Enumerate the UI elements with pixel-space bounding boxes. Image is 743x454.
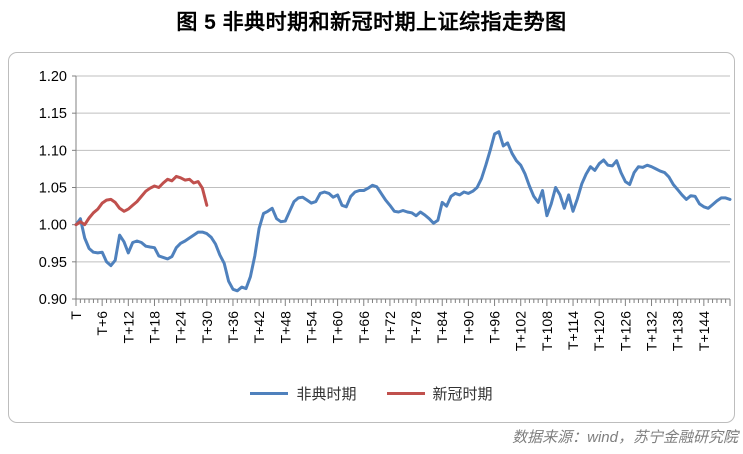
chart-legend: 非典时期 新冠时期 (9, 383, 734, 404)
data-source-caption: 数据来源：wind，苏宁金融研究院匚 (512, 426, 739, 447)
x-tick-label: T+144 (696, 311, 712, 351)
legend-item-sars: 非典时期 (250, 383, 357, 404)
x-tick-label: T (68, 311, 84, 320)
x-tick-label: T+96 (487, 311, 503, 344)
watermark-glyph: 匚 (723, 429, 739, 446)
y-tick-label: 1.00 (39, 218, 67, 234)
x-tick-label: T+108 (539, 311, 555, 351)
x-tick-label: T+72 (382, 311, 398, 344)
x-tick-label: T+42 (251, 311, 267, 344)
x-tick-label: T+6 (94, 311, 110, 336)
x-tick-label: T+18 (146, 311, 162, 344)
x-tick-label: T+12 (120, 311, 136, 344)
y-tick-label: 1.05 (39, 181, 67, 197)
x-tick-label: T+78 (408, 311, 424, 344)
sars-line-swatch (250, 392, 289, 395)
x-tick-label: T+48 (277, 311, 293, 344)
x-tick-label: T+132 (644, 311, 660, 351)
x-tick-label: T+36 (225, 311, 241, 344)
x-tick-label: T+60 (330, 311, 346, 344)
chart-frame: 0.90 0.95 1.00 1.05 1.10 1.15 1.20 T T+6 T+12 T+18… (8, 52, 735, 423)
legend-label-covid: 新冠时期 (432, 386, 493, 403)
x-tick-label: T+84 (434, 311, 450, 344)
y-tick-label: 0.95 (39, 255, 67, 271)
y-tick-label: 0.90 (39, 292, 67, 308)
covid-line-swatch (386, 392, 425, 395)
x-tick-label: T+120 (591, 311, 607, 351)
x-tick-label: T+102 (513, 311, 529, 351)
sars-series-line (74, 130, 732, 293)
y-tick-label: 1.10 (39, 143, 67, 159)
chart-canvas: 0.90 0.95 1.00 1.05 1.10 1.15 1.20 T T+6 T+12 T+18… (39, 69, 732, 351)
x-tick-label: T+54 (303, 311, 319, 344)
x-tick-label: T+114 (565, 311, 581, 350)
x-tick-label: T+30 (199, 311, 215, 344)
legend-item-covid: 新冠时期 (386, 383, 493, 404)
y-tick-label: 1.15 (39, 106, 67, 122)
data-source-text: 数据来源：wind，苏宁金融研究院 (512, 429, 738, 446)
x-tick-label: T+126 (617, 311, 633, 351)
y-tick-label: 1.20 (39, 69, 67, 85)
x-tick-label: T+66 (356, 311, 372, 344)
chart-title: 图 5 非典时期和新冠时期上证综指走势图 (176, 11, 567, 34)
covid-series-line (74, 174, 209, 227)
x-tick-label: T+138 (670, 311, 686, 351)
legend-label-sars: 非典时期 (296, 386, 357, 403)
x-tick-label: T+24 (173, 311, 189, 344)
x-tick-label: T+90 (460, 311, 476, 344)
